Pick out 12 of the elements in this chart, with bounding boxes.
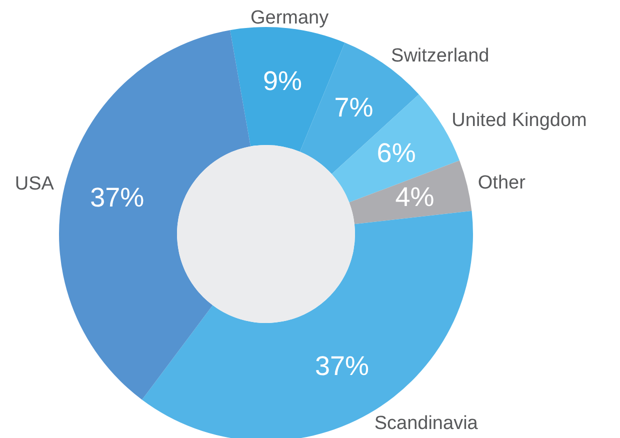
data-label: 6% [376,138,416,168]
data-label: 4% [395,182,434,212]
data-label: 9% [263,66,302,96]
data-label: 7% [334,92,374,123]
slice-label: Switzerland [391,45,490,66]
slice-label: USA [14,173,54,194]
slice-label: Scandinavia [374,413,478,434]
slice-label: Other [478,172,526,194]
slice-label: Germany [250,7,330,28]
slice-label: United Kingdom [452,110,587,131]
data-label: 37% [315,350,370,381]
data-label: 37% [90,182,144,213]
